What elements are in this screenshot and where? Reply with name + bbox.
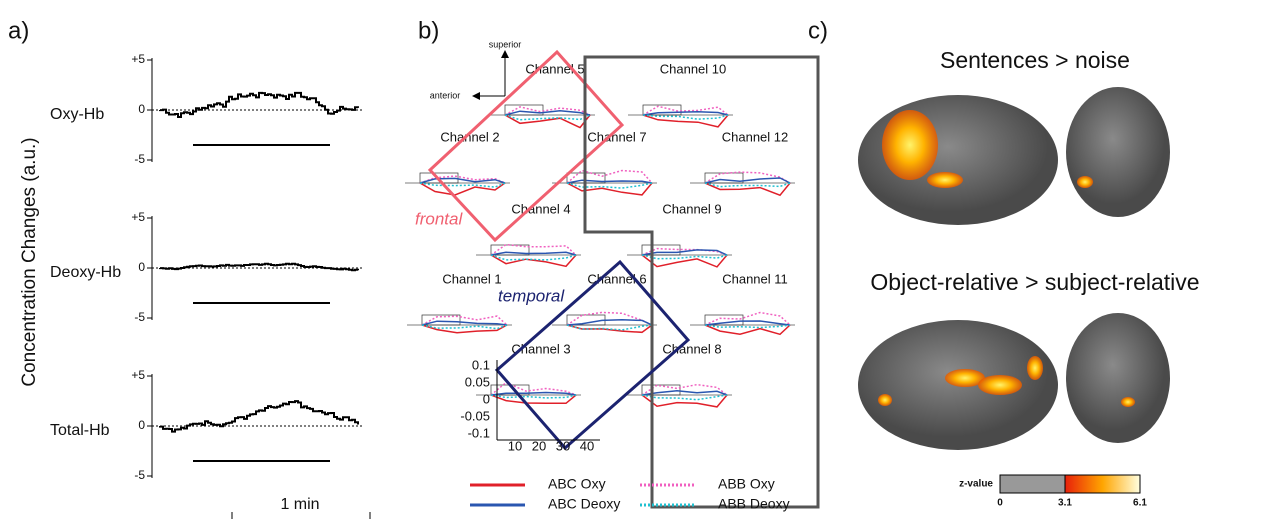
mini-trace bbox=[705, 183, 790, 187]
mini-trace bbox=[642, 391, 727, 395]
mini-trace bbox=[705, 325, 790, 328]
mini-trace bbox=[491, 395, 576, 398]
legend-label: ABB Oxy bbox=[718, 476, 775, 492]
channel-label: Channel 4 bbox=[511, 201, 570, 216]
mini-trace bbox=[505, 107, 590, 115]
map-title: Object-relative > subject-relative bbox=[870, 269, 1199, 295]
channel-label: Channel 9 bbox=[662, 201, 721, 216]
tick-label: 30 bbox=[556, 438, 570, 453]
panel-label: a) bbox=[8, 17, 29, 44]
y-axis-label: Concentration Changes (a.u.) bbox=[19, 137, 40, 386]
mini-trace bbox=[642, 255, 727, 267]
panel-a: Oxy-Hb +5 0 -5 Deoxy-Hb +5 0 -5 Total-Hb +5 0 -5 bbox=[50, 52, 362, 482]
row-label: Total-Hb bbox=[50, 422, 110, 439]
row-label: Oxy-Hb bbox=[50, 106, 104, 123]
tick-label: 0 bbox=[138, 260, 145, 274]
colorbar-label: z-value bbox=[959, 479, 993, 490]
tick-label: -0.05 bbox=[460, 408, 490, 423]
activation bbox=[1077, 176, 1093, 188]
mini-trace bbox=[567, 312, 652, 325]
tick-label: 0 bbox=[483, 391, 490, 406]
mini-trace bbox=[643, 112, 728, 115]
brain bbox=[1066, 87, 1170, 217]
tick-label: 0 bbox=[138, 418, 145, 432]
mini-trace bbox=[705, 321, 790, 325]
mini-trace bbox=[567, 183, 652, 188]
tick-label: 0.05 bbox=[465, 374, 490, 389]
mini-trace bbox=[491, 255, 576, 260]
panel-label: b) bbox=[418, 17, 439, 44]
mini-trace bbox=[705, 178, 790, 183]
brain bbox=[1066, 313, 1170, 443]
mini-trace bbox=[567, 183, 652, 195]
tick-label: 40 bbox=[580, 438, 594, 453]
region-label: temporal bbox=[498, 286, 565, 305]
trace bbox=[160, 401, 358, 432]
channel-label: Channel 7 bbox=[587, 129, 646, 144]
orientation-label: superior bbox=[489, 39, 522, 49]
mini-trace bbox=[491, 395, 576, 403]
tick-label: 0.1 bbox=[472, 357, 490, 372]
activation bbox=[978, 375, 1022, 395]
mini-trace bbox=[422, 321, 507, 325]
mini-trace bbox=[491, 393, 576, 396]
activation bbox=[882, 110, 938, 180]
tick-label: -5 bbox=[134, 152, 145, 166]
arrowhead bbox=[472, 92, 480, 100]
legend-label: ABC Oxy bbox=[548, 476, 606, 492]
legend: ABC Oxy ABB Oxy ABC Deoxy ABB Deoxy bbox=[470, 476, 790, 512]
tick-label: 20 bbox=[532, 438, 546, 453]
tick-label: +5 bbox=[131, 368, 145, 382]
mini-trace bbox=[491, 252, 576, 255]
figure: a) Concentration Changes (a.u.) Oxy-Hb +5… bbox=[0, 0, 1277, 519]
colorbar bbox=[1065, 475, 1140, 493]
mini-trace bbox=[505, 115, 590, 120]
region-label: frontal bbox=[415, 209, 463, 228]
activation bbox=[927, 172, 963, 188]
channel-label: Channel 12 bbox=[722, 129, 789, 144]
tick-label: 0 bbox=[138, 102, 145, 116]
mini-trace bbox=[567, 320, 652, 325]
scale-label: 1 min bbox=[280, 496, 319, 513]
page: a) Concentration Changes (a.u.) Oxy-Hb +5… bbox=[0, 0, 1277, 519]
channel-label: Channel 1 bbox=[442, 271, 501, 286]
trace bbox=[160, 93, 358, 117]
mini-trace bbox=[567, 180, 652, 183]
mini-trace bbox=[642, 250, 727, 255]
activation bbox=[878, 394, 892, 406]
legend-label: ABC Deoxy bbox=[548, 496, 620, 512]
tick-label: -5 bbox=[134, 310, 145, 324]
map-title: Sentences > noise bbox=[940, 47, 1130, 73]
mini-trace bbox=[420, 183, 505, 187]
tick-label: -0.1 bbox=[468, 425, 490, 440]
orientation-label: anterior bbox=[430, 90, 461, 100]
trace bbox=[160, 264, 358, 271]
tick-label: +5 bbox=[131, 52, 145, 66]
colorbar-tick: 6.1 bbox=[1133, 498, 1147, 509]
mini-trace bbox=[642, 395, 727, 400]
colorbar-tick: 3.1 bbox=[1058, 498, 1072, 509]
panel-label: c) bbox=[808, 17, 828, 44]
mini-trace bbox=[705, 183, 790, 195]
row-label: Deoxy-Hb bbox=[50, 264, 121, 281]
mini-trace bbox=[505, 115, 590, 128]
mini-trace bbox=[505, 111, 590, 115]
tick-label: 10 bbox=[508, 438, 522, 453]
tick-label: -5 bbox=[134, 468, 145, 482]
channel-label: Channel 11 bbox=[722, 271, 788, 286]
legend-label: ABB Deoxy bbox=[718, 496, 790, 512]
mini-trace bbox=[422, 325, 507, 329]
activation bbox=[1027, 356, 1043, 380]
mini-trace bbox=[642, 255, 727, 259]
tick-label: +5 bbox=[131, 210, 145, 224]
activation bbox=[1121, 397, 1135, 407]
colorbar-tick: 0 bbox=[997, 498, 1003, 509]
colorbar bbox=[1000, 475, 1065, 493]
arrowhead bbox=[501, 50, 509, 58]
channel-label: Channel 10 bbox=[660, 61, 727, 76]
mini-trace bbox=[491, 255, 576, 266]
